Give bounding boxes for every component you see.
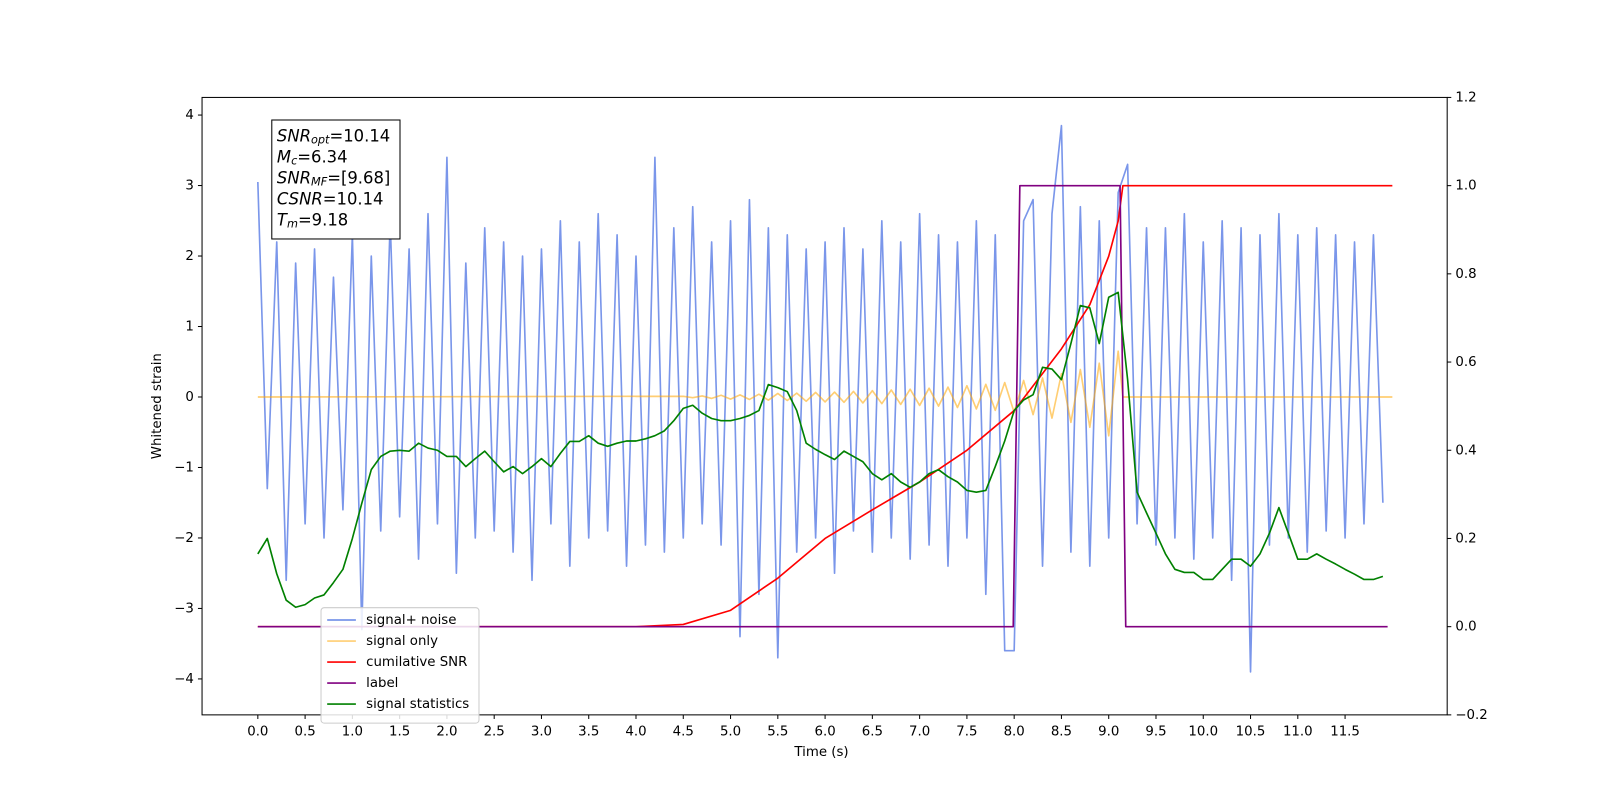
x-tick-label: 7.0 (909, 724, 930, 739)
x-tick-label: 9.5 (1145, 724, 1166, 739)
x-tick-label: 1.5 (389, 724, 410, 739)
y-tick-label: −3 (174, 601, 194, 616)
x-tick-label: 5.0 (720, 724, 741, 739)
y2-tick-label: 1.0 (1455, 179, 1476, 194)
annotation-value: =6.34 (297, 147, 347, 166)
x-tick-label: 10.0 (1188, 724, 1218, 739)
y2-tick-label: 0.0 (1455, 620, 1476, 635)
annotation-symbol: SNR (277, 126, 311, 145)
annotation-symbol: CSNR (277, 189, 323, 208)
x-tick-label: 5.5 (767, 724, 788, 739)
x-tick-label: 9.0 (1098, 724, 1119, 739)
legend-label: signal only (366, 634, 438, 649)
legend-label: signal statistics (366, 697, 469, 712)
annotation-line: Tm=9.18 (277, 210, 348, 231)
x-tick-label: 1.0 (342, 724, 363, 739)
y2-tick-label: −0.2 (1455, 708, 1487, 723)
annotation-line: SNRopt=10.14 (277, 126, 390, 147)
x-axis-label: Time (s) (793, 745, 848, 760)
y2-tick-label: 1.2 (1455, 90, 1476, 105)
x-tick-label: 4.0 (625, 724, 646, 739)
y-tick-label: 0 (185, 390, 193, 405)
annotation-symbol: M (277, 147, 291, 166)
y-tick-label: −1 (174, 460, 194, 475)
y-axis-label: Whitened strain (150, 353, 165, 459)
annotation-line: SNRMF=[9.68] (277, 168, 390, 189)
y2-tick-label: 0.6 (1455, 355, 1476, 370)
annotation-subscript: MF (311, 176, 328, 189)
annotation-line: CSNR=10.14 (277, 189, 384, 208)
x-tick-label: 2.0 (436, 724, 457, 739)
x-tick-label: 0.5 (295, 724, 316, 739)
y-tick-label: 3 (185, 179, 193, 194)
x-tick-label: 0.0 (247, 724, 268, 739)
y-tick-label: −2 (174, 531, 194, 546)
annotation-line: Mc=6.34 (277, 147, 348, 168)
x-tick-label: 4.5 (673, 724, 694, 739)
x-tick-label: 10.5 (1236, 724, 1266, 739)
annotation-value: =10.14 (329, 126, 390, 145)
x-tick-label: 8.5 (1051, 724, 1072, 739)
y-tick-label: 2 (185, 249, 193, 264)
annotation-value: =9.18 (298, 210, 348, 229)
x-tick-label: 3.5 (578, 724, 599, 739)
y-tick-label: −4 (174, 672, 194, 687)
series-line (257, 124, 1384, 673)
annotation-value: =[9.68] (327, 168, 390, 187)
legend-label: signal+ noise (366, 613, 456, 628)
legend-label: label (366, 676, 398, 691)
annotation-subscript: opt (311, 134, 330, 147)
annotation-value: =10.14 (323, 189, 384, 208)
x-tick-label: 7.5 (956, 724, 977, 739)
legend-label: cumilative SNR (366, 655, 467, 670)
annotation-box (271, 119, 401, 240)
series-line (257, 350, 1393, 437)
annotation-subscript: m (287, 218, 298, 231)
x-tick-label: 11.0 (1283, 724, 1313, 739)
y-tick-label: 1 (185, 320, 193, 335)
annotation-subscript: c (291, 155, 298, 168)
x-tick-label: 6.5 (862, 724, 883, 739)
y2-tick-label: 0.4 (1455, 443, 1476, 458)
series-line (257, 184, 1388, 628)
x-tick-label: 11.5 (1330, 724, 1360, 739)
x-tick-label: 3.0 (531, 724, 552, 739)
y-tick-label: 4 (185, 108, 193, 123)
legend-box (320, 607, 480, 724)
y2-tick-label: 0.8 (1455, 267, 1476, 282)
x-tick-label: 2.5 (484, 724, 505, 739)
x-tick-label: 8.0 (1004, 724, 1025, 739)
annotation-symbol: T (277, 210, 289, 229)
series-line (257, 291, 1384, 609)
x-tick-label: 6.0 (814, 724, 835, 739)
annotation-symbol: SNR (277, 168, 311, 187)
y2-tick-label: 0.2 (1455, 531, 1476, 546)
